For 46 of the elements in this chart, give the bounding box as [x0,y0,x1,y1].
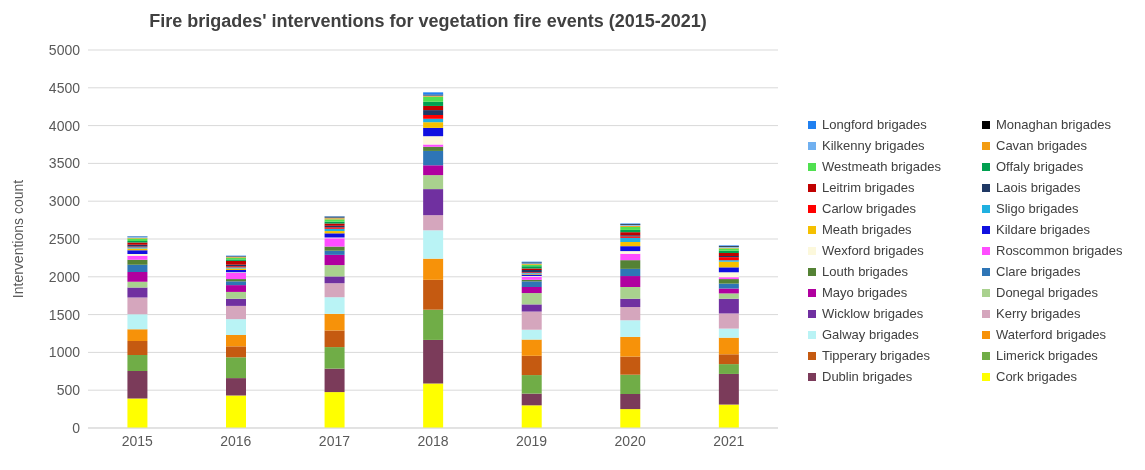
legend-label: Mayo brigades [822,285,908,300]
legend-label: Louth brigades [822,264,909,279]
legend-label: Dublin brigades [822,369,913,384]
legend-label: Offaly brigades [996,159,1084,174]
legend-label: Leitrim brigades [822,180,915,195]
y-tick-label: 3500 [48,155,81,172]
legend-label: Clare brigades [996,264,1081,279]
legend-label: Meath brigades [822,222,912,237]
y-tick-label: 4500 [48,79,81,96]
legend-label: Cork brigades [996,369,1077,384]
legend-label: Kilkenny brigades [822,138,925,153]
x-tick-label: 2018 [417,432,449,449]
legend-label: Carlow brigades [822,201,916,216]
y-tick-label: 3000 [48,193,81,210]
legend-label: Sligo brigades [996,201,1079,216]
legend-label: Monaghan brigades [996,117,1111,132]
legend-label: Waterford brigades [996,327,1107,342]
legend-label: Galway brigades [822,327,919,342]
legend-label: Wexford brigades [822,243,924,258]
x-tick-label: 2020 [614,432,646,449]
x-tick-label: 2021 [713,432,745,449]
y-tick-label: 5000 [48,41,81,58]
legend-label: Kerry brigades [996,306,1081,321]
legend-label: Donegal brigades [996,285,1098,300]
y-tick-label: 4000 [48,117,81,134]
y-tick-label: 2000 [48,268,81,285]
x-tick-label: 2016 [220,432,252,449]
legend-label: Tipperary brigades [822,348,930,363]
legend-label: Laois brigades [996,180,1081,195]
x-tick-label: 2017 [318,432,351,449]
legend-label: Westmeath brigades [822,159,941,174]
legend-label: Wicklow brigades [822,306,924,321]
legend-label: Limerick brigades [996,348,1098,363]
legend-label: Roscommon brigades [996,243,1123,258]
y-tick-label: 1000 [48,344,81,361]
legend-label: Longford brigades [822,117,927,132]
y-tick-label: 500 [56,382,81,399]
y-tick-label: 0 [72,419,81,436]
y-axis-title: Interventions count [9,179,26,299]
y-tick-label: 2500 [48,230,81,247]
x-tick-label: 2019 [515,432,548,449]
x-tick-label: 2015 [121,432,154,449]
chart-title: Fire brigades' interventions for vegetation fire events (2015-2021) [148,10,708,33]
legend-label: Cavan brigades [996,138,1088,153]
legend-label: Kildare brigades [996,222,1090,237]
y-tick-label: 1500 [48,306,81,323]
